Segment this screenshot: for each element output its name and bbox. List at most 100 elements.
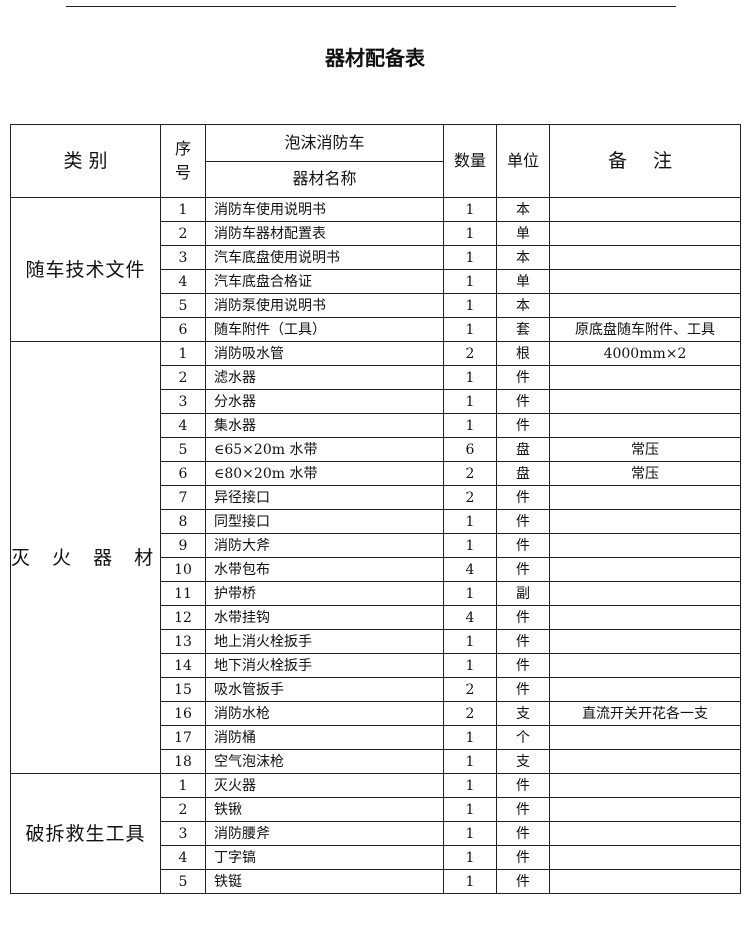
table-row: 17 消防桶 1 个 — [11, 725, 741, 750]
table-row: 3 消防腰斧 1 件 — [11, 821, 741, 846]
note-cell: 常压 — [549, 461, 741, 486]
qty-cell: 1 — [443, 245, 497, 270]
table-row: 随车技术文件 1 消防车使用说明书 1 本 — [10, 197, 741, 342]
qty-cell: 2 — [443, 485, 497, 510]
unit-cell: 件 — [496, 677, 550, 702]
name-cell: 异径接口 — [205, 485, 444, 510]
seq-cell: 9 — [160, 533, 206, 558]
unit-cell: 件 — [496, 821, 550, 846]
seq-cell: 15 — [160, 677, 206, 702]
unit-cell: 根 — [496, 341, 550, 366]
qty-cell: 2 — [443, 461, 497, 486]
name-cell: 消防桶 — [205, 725, 444, 750]
qty-cell: 1 — [443, 269, 497, 294]
name-cell: 水带包布 — [205, 557, 444, 582]
unit-cell: 支 — [496, 749, 550, 774]
name-cell: 地下消火栓扳手 — [205, 653, 444, 678]
unit-cell: 件 — [496, 869, 550, 894]
note-cell — [549, 509, 741, 534]
qty-cell: 4 — [443, 557, 497, 582]
table-row: 10 水带包布 4 件 — [11, 557, 741, 582]
name-cell: 水带挂钩 — [205, 605, 444, 630]
seq-cell: 1 — [160, 773, 206, 798]
qty-cell: 1 — [443, 797, 497, 822]
note-cell — [549, 821, 741, 846]
seq-cell: 6 — [160, 317, 206, 342]
unit-cell: 本 — [496, 293, 550, 318]
seq-cell: 3 — [160, 821, 206, 846]
header-unit: 单位 — [496, 124, 550, 198]
table-row: 8 同型接口 1 件 — [11, 509, 741, 534]
qty-cell: 1 — [443, 197, 497, 222]
qty-cell: 1 — [443, 221, 497, 246]
note-cell: 常压 — [549, 437, 741, 462]
name-cell: 铁铤 — [205, 869, 444, 894]
seq-cell: 13 — [160, 629, 206, 654]
unit-cell: 件 — [496, 389, 550, 414]
seq-cell: 12 — [160, 605, 206, 630]
qty-cell: 1 — [443, 293, 497, 318]
table-row: 18 空气泡沫枪 1 支 — [11, 749, 741, 774]
table-row: 13 地上消火栓扳手 1 件 — [11, 629, 741, 654]
table-row: 9 消防大斧 1 件 — [11, 533, 741, 558]
qty-cell: 2 — [443, 677, 497, 702]
header-category: 类 别 — [10, 124, 161, 198]
seq-cell: 3 — [160, 389, 206, 414]
qty-cell: 1 — [443, 845, 497, 870]
category-cell: 灭 火 器 材 — [10, 341, 161, 774]
table-row: 5 铁铤 1 件 — [11, 869, 741, 894]
unit-cell: 支 — [496, 701, 550, 726]
qty-cell: 1 — [443, 725, 497, 750]
unit-cell: 个 — [496, 725, 550, 750]
seq-cell: 11 — [160, 581, 206, 606]
note-cell — [549, 485, 741, 510]
seq-cell: 2 — [160, 365, 206, 390]
seq-cell: 4 — [160, 413, 206, 438]
qty-cell: 2 — [443, 341, 497, 366]
unit-cell: 本 — [496, 245, 550, 270]
unit-cell: 件 — [496, 533, 550, 558]
unit-cell: 本 — [496, 197, 550, 222]
name-cell: 空气泡沫枪 — [205, 749, 444, 774]
qty-cell: 1 — [443, 869, 497, 894]
seq-cell: 6 — [160, 461, 206, 486]
table-row: 6 随车附件（工具） 1 套原底盘随车附件、工具 — [11, 317, 741, 342]
table-row: 3 汽车底盘使用说明书 1 本 — [11, 245, 741, 270]
seq-cell: 14 — [160, 653, 206, 678]
name-cell: 消防车使用说明书 — [205, 197, 444, 222]
seq-cell: 4 — [160, 845, 206, 870]
unit-cell: 件 — [496, 485, 550, 510]
table-row: 2 滤水器 1 件 — [11, 365, 741, 390]
qty-cell: 1 — [443, 389, 497, 414]
seq-cell: 17 — [160, 725, 206, 750]
note-cell: 4000mm×2 — [549, 341, 741, 366]
qty-cell: 1 — [443, 821, 497, 846]
seq-cell: 5 — [160, 869, 206, 894]
unit-cell: 件 — [496, 845, 550, 870]
note-cell — [549, 221, 741, 246]
note-cell — [549, 773, 741, 798]
name-cell: 铁锹 — [205, 797, 444, 822]
table-row: 12 水带挂钩 4 件 — [11, 605, 741, 630]
qty-cell: 1 — [443, 509, 497, 534]
seq-cell: 3 — [160, 245, 206, 270]
seq-cell: 5 — [160, 437, 206, 462]
note-cell — [549, 413, 741, 438]
name-cell: 消防腰斧 — [205, 821, 444, 846]
name-cell: ∈80×20m 水带 — [205, 461, 444, 486]
name-cell: 消防大斧 — [205, 533, 444, 558]
table-row: 灭 火 器 材 1 消防吸水管 2 根 4000mm×2 — [10, 341, 741, 774]
seq-cell: 1 — [160, 341, 206, 366]
note-cell — [549, 269, 741, 294]
qty-cell: 4 — [443, 605, 497, 630]
top-rule — [66, 6, 676, 7]
note-cell — [549, 725, 741, 750]
name-cell: 汽车底盘使用说明书 — [205, 245, 444, 270]
seq-cell: 18 — [160, 749, 206, 774]
table-row: 14 地下消火栓扳手 1 件 — [11, 653, 741, 678]
note-cell — [549, 653, 741, 678]
note-cell — [549, 629, 741, 654]
note-cell — [549, 293, 741, 318]
unit-cell: 单 — [496, 221, 550, 246]
category-cell: 破拆救生工具 — [10, 773, 161, 894]
